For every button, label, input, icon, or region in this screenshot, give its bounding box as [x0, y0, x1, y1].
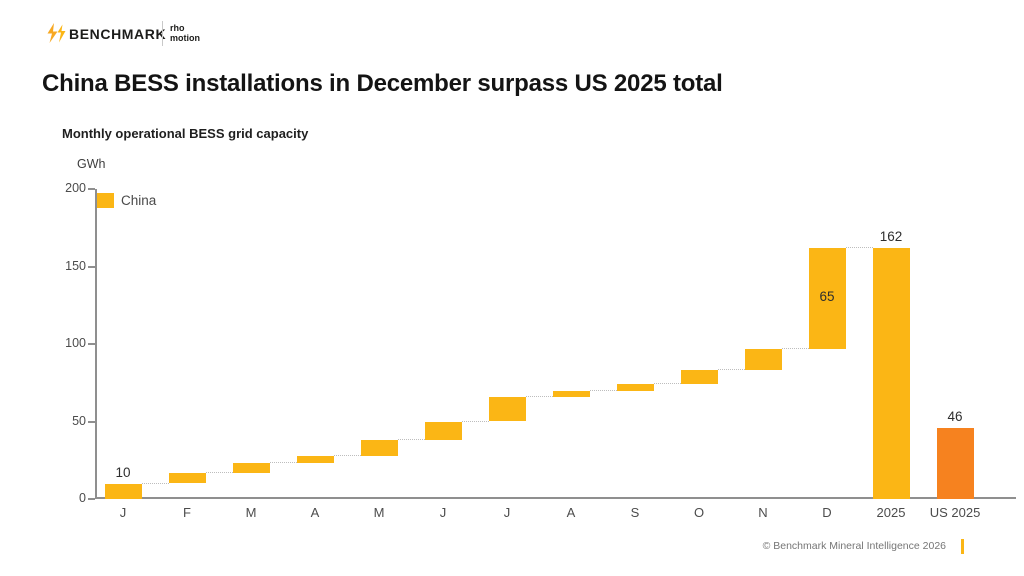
legend: China — [97, 193, 156, 208]
x-category-label: US 2025 — [929, 505, 981, 520]
y-tick-mark — [88, 498, 95, 500]
footer-accent-tick — [961, 539, 964, 554]
chart-bar-us-2025 — [936, 427, 974, 499]
chart-bar-s — [616, 383, 654, 392]
x-category-label: M — [245, 505, 257, 520]
waterfall-connector — [205, 471, 233, 473]
waterfall-connector — [589, 390, 617, 392]
copyright-text: © Benchmark Mineral Intelligence 2026 — [762, 540, 946, 552]
brand-wordmark: BENCHMARK — [69, 26, 167, 42]
waterfall-connector — [845, 246, 873, 248]
x-category-label: A — [310, 505, 320, 520]
x-category-label: O — [693, 505, 705, 520]
waterfall-connector — [717, 368, 745, 370]
y-tick-label: 50 — [72, 413, 86, 428]
chart-bar-2025 — [872, 247, 910, 499]
logo-divider — [162, 21, 163, 46]
x-category-label: S — [630, 505, 640, 520]
legend-swatch-china — [97, 193, 114, 208]
bar-value-label: 10 — [115, 464, 131, 480]
waterfall-connector — [141, 482, 169, 484]
chart-bar-j — [424, 421, 462, 441]
x-category-label: N — [758, 505, 768, 520]
waterfall-connector — [653, 382, 681, 384]
x-category-label: J — [439, 505, 447, 520]
legend-label-china: China — [121, 193, 157, 208]
benchmark-logo-icon — [47, 23, 66, 43]
waterfall-connector — [269, 461, 297, 463]
y-tick-mark — [88, 343, 95, 345]
y-tick-mark — [88, 265, 95, 268]
x-category-label: A — [566, 505, 576, 520]
y-tick-label: 200 — [65, 181, 86, 195]
x-category-label: J — [503, 505, 511, 520]
chart-bar-o — [680, 369, 718, 384]
chart-bar-j — [488, 396, 526, 422]
chart-bar-m — [232, 462, 270, 473]
chart-bar-n — [744, 348, 782, 370]
chart-bar-m — [360, 440, 398, 457]
y-tick-label: 100 — [65, 336, 86, 350]
chart-bar-a — [552, 391, 590, 397]
bar-value-label: 65 — [819, 289, 835, 305]
waterfall-connector — [781, 347, 809, 349]
partner-line1: rho — [170, 23, 185, 33]
x-category-label: D — [822, 505, 832, 520]
y-tick-mark — [88, 188, 95, 190]
x-category-label: F — [183, 505, 191, 520]
x-category-label: 2025 — [876, 505, 906, 520]
bar-value-label: 162 — [879, 228, 903, 244]
partner-wordmark: rho motion — [170, 23, 200, 43]
chart-title: Monthly operational BESS grid capacity — [62, 126, 309, 141]
chart-bar-f — [168, 472, 206, 484]
y-tick-label: 150 — [65, 258, 86, 273]
waterfall-connector — [397, 439, 425, 441]
y-tick-mark — [88, 420, 95, 423]
x-axis-line — [95, 497, 1016, 499]
chart-bar-j — [104, 483, 142, 499]
partner-line2: motion — [170, 33, 200, 43]
waterfall-connector — [525, 395, 553, 397]
chart-bar-a — [296, 456, 334, 463]
x-category-label: J — [119, 505, 127, 520]
y-axis-unit-label: GWh — [77, 157, 106, 171]
y-tick-label: 0 — [79, 491, 86, 505]
waterfall-connector — [333, 455, 361, 457]
page-title: China BESS installations in December sur… — [42, 70, 723, 97]
y-axis-line — [95, 189, 97, 499]
chart-bar-d — [808, 247, 846, 349]
x-category-label: M — [373, 505, 385, 520]
bar-value-label: 46 — [947, 408, 963, 424]
waterfall-connector — [461, 420, 489, 422]
